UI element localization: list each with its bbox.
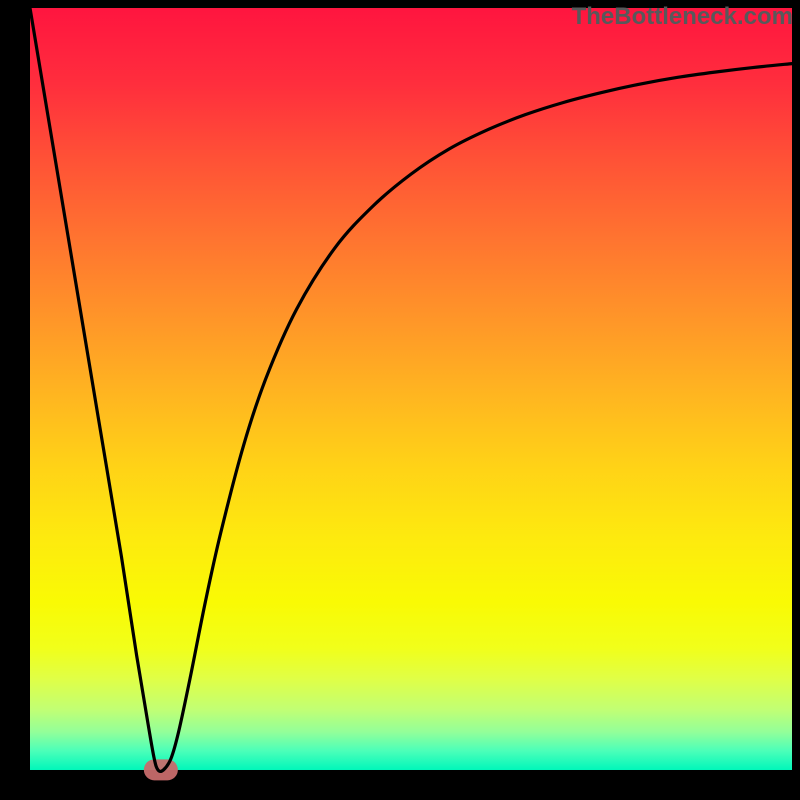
watermark-text: TheBottleneck.com: [572, 3, 793, 31]
plot-area: [30, 8, 792, 770]
bottleneck-curve: [30, 8, 792, 771]
curve-svg: [30, 8, 792, 770]
chart-container: TheBottleneck.com: [0, 0, 800, 800]
